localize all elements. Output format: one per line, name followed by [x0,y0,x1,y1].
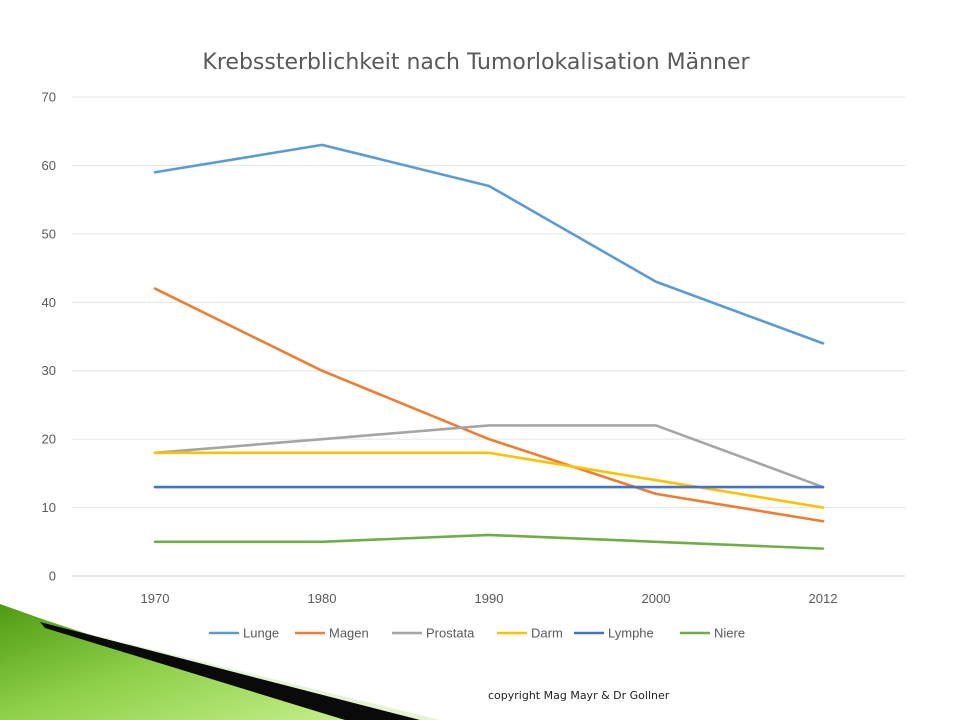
series-line-lunge [153,143,825,345]
x-tick-label: 1990 [475,591,504,606]
legend-label-darm: Darm [531,626,563,641]
decoration-black-wedge [40,622,420,720]
chart-title: Krebssterblichkeit nach Tumorlokalisatio… [202,50,750,75]
legend-label-niere: Niere [714,626,745,641]
y-tick-label: 20 [42,432,56,447]
x-tick-label: 2012 [809,591,838,606]
y-tick-label: 60 [42,158,56,173]
series-line-magen [153,287,825,523]
legend-label-lunge: Lunge [243,626,279,641]
legend: Lunge Magen Prostata Darm Lymphe Niere [209,626,745,641]
series-line-prostata [153,424,825,489]
corner-decoration [0,604,440,720]
x-tick-label: 2000 [642,591,671,606]
legend-label-prostata: Prostata [426,626,475,641]
decoration-light-band [0,612,440,720]
series-lines [153,143,825,550]
legend-label-lymphe: Lymphe [608,626,654,641]
x-tick-label: 1970 [141,591,170,606]
y-tick-label: 30 [42,363,56,378]
x-tick-label: 1980 [308,591,337,606]
y-tick-label: 70 [42,90,56,105]
legend-label-magen: Magen [329,626,369,641]
grid-lines [72,96,905,577]
y-tick-label: 0 [49,569,56,584]
copyright-text: copyright Mag Mayr & Dr Gollner [488,689,670,702]
y-axis-ticks: 0 10 20 30 40 50 60 70 [42,90,56,584]
decoration-green-wedge [0,604,350,720]
series-line-darm [153,451,825,509]
y-tick-label: 40 [42,295,56,310]
x-axis-ticks: 1970 1980 1990 2000 2012 [141,591,838,606]
series-line-niere [153,533,825,550]
y-tick-label: 50 [42,226,56,241]
y-tick-label: 10 [42,500,56,515]
